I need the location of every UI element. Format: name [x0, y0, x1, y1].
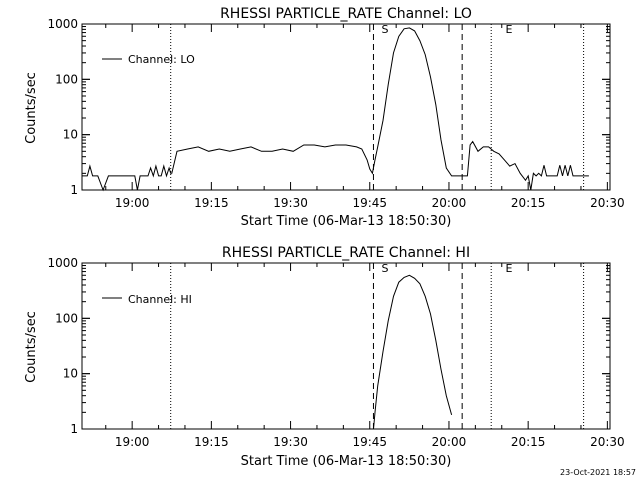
chart-title: RHESSI PARTICLE_RATE Channel: HI	[222, 245, 470, 261]
y-tick-label: 10	[63, 367, 78, 381]
y-axis-label: Counts/sec	[24, 311, 39, 383]
timestamp: 23-Oct-2021 18:57	[560, 468, 636, 477]
legend-label: Channel: LO	[128, 53, 195, 66]
x-tick-label: 19:15	[194, 196, 229, 210]
x-tick-label: 19:45	[352, 196, 387, 210]
end-marker-label: E	[506, 23, 513, 36]
y-tick-label: 1000	[47, 256, 78, 270]
x-tick-label: 20:00	[432, 435, 467, 449]
series-line	[373, 274, 453, 430]
y-tick-label: 1	[70, 183, 78, 197]
x-tick-label: 19:30	[273, 435, 308, 449]
y-tick-label: 1	[70, 422, 78, 436]
y-tick-label: 10	[63, 128, 78, 142]
x-tick-label: 19:45	[352, 435, 387, 449]
x-axis-label: Start Time (06-Mar-13 18:50:30)	[241, 214, 452, 229]
x-tick-label: 19:00	[115, 435, 150, 449]
start-marker-label: S	[382, 262, 389, 275]
x-tick-label: 19:15	[194, 435, 229, 449]
plot-frame	[81, 23, 611, 191]
legend-label: Channel: HI	[128, 293, 192, 306]
x-tick-label: 20:30	[590, 196, 625, 210]
x-tick-label: 19:00	[115, 196, 150, 210]
chart-title: RHESSI PARTICLE_RATE Channel: LO	[220, 6, 472, 22]
x-tick-label: 19:30	[273, 196, 308, 210]
x-tick-label: 20:30	[590, 435, 625, 449]
hi-channel-panel: RHESSI PARTICLE_RATE Channel: HI Counts/…	[24, 245, 625, 469]
y-tick-label: 100	[55, 72, 78, 86]
y-tick-label: 100	[55, 311, 78, 325]
y-tick-label: 1000	[47, 17, 78, 31]
series-line	[82, 27, 589, 192]
start-marker-label: S	[382, 23, 389, 36]
plot-frame	[81, 262, 611, 430]
end-marker-label: E	[506, 262, 513, 275]
lo-channel-panel: RHESSI PARTICLE_RATE Channel: LO Counts/…	[24, 6, 625, 229]
x-tick-label: 20:00	[432, 196, 467, 210]
y-axis-label: Counts/sec	[24, 72, 39, 144]
x-tick-label: 20:15	[511, 435, 546, 449]
x-tick-label: 20:15	[511, 196, 546, 210]
x-axis-label: Start Time (06-Mar-13 18:50:30)	[241, 454, 452, 469]
